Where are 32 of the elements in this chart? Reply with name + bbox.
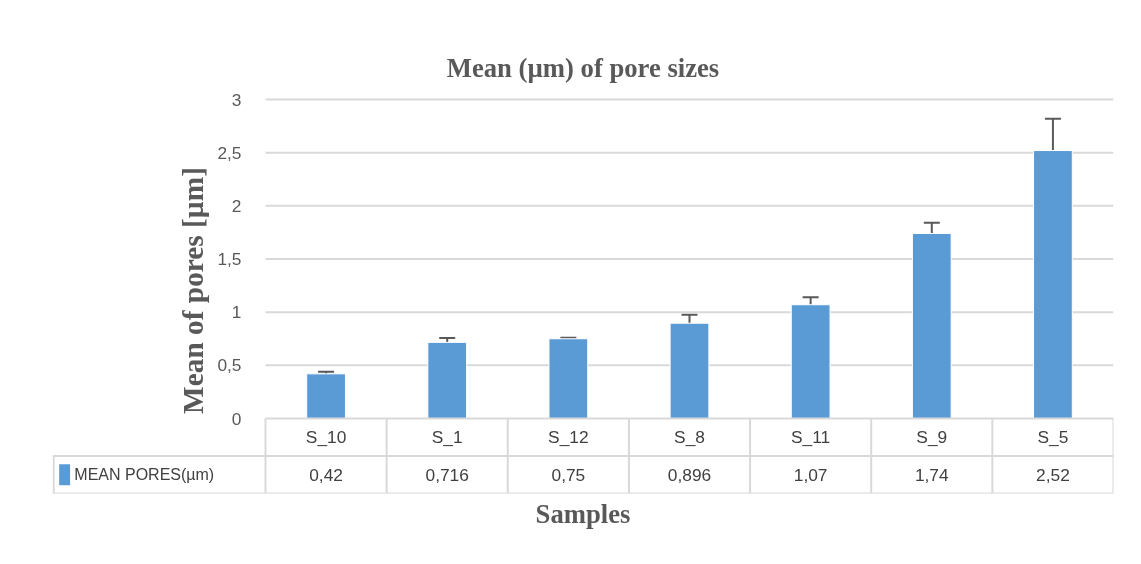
data-label: 0,896 [667,464,712,485]
y-tick-label: 0,5 [217,355,242,376]
x-tick-label: S_8 [674,427,705,448]
x-axis-title: Samples [535,498,631,529]
y-axis-title: Mean of pores [µm] [177,167,210,414]
x-tick-label: S_5 [1037,427,1069,448]
y-tick-label: 2,5 [217,142,242,163]
bar [548,338,589,419]
data-label: 2,52 [1036,464,1070,485]
data-label: 1,07 [793,464,828,485]
bar [1033,150,1073,419]
data-label: 0,42 [309,464,343,485]
y-tick-label: 3 [231,89,242,110]
x-tick-label: S_12 [548,427,589,448]
x-tick-label: S_9 [916,427,948,448]
x-tick-label: S_1 [431,427,463,448]
y-tick-label: 1 [231,302,242,323]
x-tick-label: S_10 [305,427,347,448]
legend-label: MEAN PORES(µm) [74,466,215,484]
y-tick-label: 1,5 [217,249,242,269]
y-tick-label: 0 [231,408,242,429]
y-tick-label: 2 [231,195,242,216]
data-label: 1,74 [914,464,950,485]
data-label: 0,716 [425,464,469,485]
bar [911,232,952,419]
chart-title: Mean (µm) of pore sizes [446,52,720,83]
x-tick-label: S_11 [791,427,831,448]
bar [669,322,710,419]
bar [427,341,468,419]
bar [790,304,831,419]
data-label: 0,75 [551,464,586,485]
bar [306,373,346,419]
